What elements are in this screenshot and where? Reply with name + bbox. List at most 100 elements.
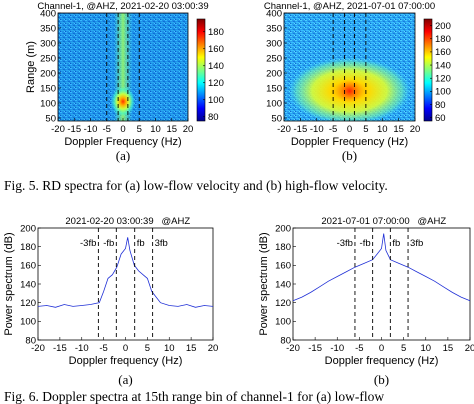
heatmap-a-xlabel: Doppler Frequency (Hz): [64, 136, 181, 148]
s1-ytick-label: 120: [20, 298, 36, 309]
s1-ytick-label: 80: [25, 335, 36, 346]
heatmap-b-yticks: 50 100 150 200 250 300 350 400: [266, 8, 287, 124]
spectrum-a: 2021-02-20 03:00:39 @AHZ -3fb -fb fb 3fb -2…: [3, 216, 218, 387]
s2-vline-label: -fb: [360, 238, 371, 249]
heatmap-b-colorbar: [423, 18, 433, 122]
h1-xtick-label: 20: [183, 124, 194, 135]
s2-vline-label: 3fb: [410, 238, 423, 249]
h2-xtick-label: 5: [363, 124, 368, 135]
h2-ctick-label: 180: [435, 34, 451, 45]
s2-ytick-label: 140: [275, 279, 291, 290]
s2-vline-label: fb: [392, 238, 400, 249]
h1-ytick-label: 300: [40, 38, 56, 49]
s2-ytick-label: 80: [280, 335, 291, 346]
s2-xtick-label: 10: [420, 343, 431, 354]
s2-ytick-label: 200: [275, 223, 291, 234]
spectrum-b-title: 2021-07-01 07:00:00: [321, 216, 409, 227]
spectrum-a-ylabel: Power spectrum (dB): [3, 232, 15, 335]
h2-ctick-label: 60: [435, 113, 446, 124]
s1-ytick-label: 200: [20, 223, 36, 234]
h2-xtick-label: 20: [410, 124, 421, 135]
s2-vline-label: -3fb: [337, 238, 353, 249]
heatmap-a-colorbar: [196, 18, 206, 122]
h1-ytick-label: 50: [45, 113, 56, 124]
s2-xtick-label: -5: [355, 343, 363, 354]
heatmap-a-peak: [111, 86, 135, 117]
h1-ctick-label: 160: [208, 44, 224, 55]
s1-ytick-label: 180: [20, 242, 36, 253]
spectrum-a-xticks: -20 -15 -10 -5 0 5 10 15 20: [31, 337, 218, 354]
spectrum-b: 2021-07-01 07:00:00 @AHZ -3fb -fb fb 3fb -2…: [258, 216, 474, 387]
h1-ytick-label: 200: [40, 68, 56, 79]
h2-xtick-label: 0: [347, 124, 352, 135]
s1-vline-label: -3fb: [80, 238, 96, 249]
s2-xtick-label: -15: [308, 343, 322, 354]
h1-xtick-label: 10: [150, 124, 161, 135]
h2-ctick-label: 140: [435, 60, 451, 71]
s2-ytick-label: 100: [275, 317, 291, 328]
h1-xtick-label: 5: [137, 124, 142, 135]
s1-xtick-label: -20: [31, 343, 45, 354]
s2-xtick-label: 20: [465, 343, 474, 354]
h1-ytick-label: 250: [40, 53, 56, 64]
s1-xtick-label: 5: [145, 343, 150, 354]
heatmap-b-xticks: -20 -15 -10 -5 0 5 10 15 20: [277, 118, 420, 135]
h1-ytick-label: 150: [40, 83, 56, 94]
figure-5-caption: Fig. 5. RD spectra for (a) low-flow velo…: [4, 178, 388, 193]
spectrum-a-title: 2021-02-20 03:00:39: [65, 216, 153, 227]
h1-ctick-label: 100: [208, 95, 224, 106]
heatmap-a-vlines: [106, 13, 140, 121]
spectrum-b-frame: [292, 227, 471, 341]
heatmap-b-xlabel: Doppler Frequency (Hz): [291, 136, 408, 148]
h2-ytick-label: 100: [266, 98, 282, 109]
h1-xtick-label: -20: [51, 124, 65, 135]
spectrum-a-frame: [37, 227, 214, 341]
s2-xtick-label: 0: [379, 343, 384, 354]
h1-ytick-label: 100: [40, 98, 56, 109]
h2-ytick-label: 50: [271, 113, 282, 124]
h1-xtick-label: -15: [67, 124, 81, 135]
h2-xtick-label: -15: [294, 124, 308, 135]
s1-ytick-label: 160: [20, 261, 36, 272]
s2-xtick-label: -20: [286, 343, 300, 354]
heatmap-a-caption: (a): [116, 148, 130, 163]
h1-ctick-label: 180: [208, 27, 224, 38]
heatmap-a: Channel-1, @AHZ, 2021-02-20 03:00:39 -20…: [25, 1, 224, 163]
s1-xtick-label: 15: [186, 343, 197, 354]
h1-xtick-label: -5: [103, 124, 111, 135]
h2-ytick-label: 350: [266, 23, 282, 34]
spectrum-b-title-tag: @AHZ: [418, 216, 447, 227]
h1-ctick-label: 120: [208, 78, 224, 89]
s1-xtick-label: 10: [164, 343, 175, 354]
s1-xtick-label: -15: [53, 343, 67, 354]
h2-xtick-label: 10: [377, 124, 388, 135]
s2-xtick-label: -10: [330, 343, 344, 354]
h2-ytick-label: 150: [266, 83, 282, 94]
h2-ytick-label: 300: [266, 38, 282, 49]
h1-ytick-label: 350: [40, 23, 56, 34]
h2-xtick-label: -5: [329, 124, 337, 135]
spectrum-b-xlabel: Doppler frequency (Hz): [325, 355, 439, 367]
spectrum-b-series-line: [292, 233, 471, 302]
s1-vline-label: fb: [137, 238, 145, 249]
h2-xtick-label: -10: [310, 124, 324, 135]
h2-ytick-label: 400: [266, 8, 282, 19]
heatmap-b-vlines: [332, 13, 367, 121]
heatmap-b-caption: (b): [342, 148, 357, 163]
s1-ytick-label: 140: [20, 279, 36, 290]
h2-ytick-label: 200: [266, 68, 282, 79]
heatmap-a-ylabel: Range (m): [25, 41, 37, 93]
s2-xtick-label: 5: [401, 343, 406, 354]
spectrum-a-caption: (a): [118, 372, 132, 387]
heatmap-a-colorbar-ticks: 80 100 120 140 160 180: [203, 27, 224, 123]
h2-ctick-label: 120: [435, 74, 451, 85]
spectrum-a-title-tag: @AHZ: [162, 216, 191, 227]
spectrum-b-yticks: 80 100 120 140 160 180 200: [275, 223, 296, 346]
s2-ytick-label: 120: [275, 298, 291, 309]
h1-ytick-label: 400: [40, 8, 56, 19]
spectrum-a-series-line: [37, 237, 214, 308]
h2-ctick-label: 100: [435, 87, 451, 98]
h1-xtick-label: 15: [166, 124, 177, 135]
spectrum-b-ylabel: Power spectrum (dB): [258, 232, 270, 335]
